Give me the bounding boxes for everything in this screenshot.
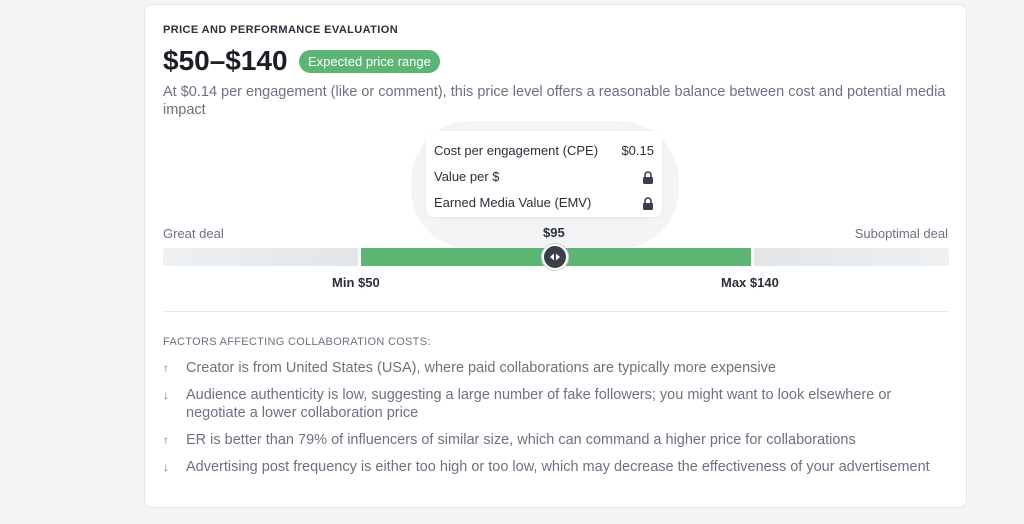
scale-right-label: Suboptimal deal bbox=[854, 226, 948, 241]
arrow-down-icon: ↓ bbox=[163, 388, 169, 402]
metric-row-value-per-dollar[interactable]: Value per $ bbox=[434, 169, 654, 187]
price-range: $50–$140 bbox=[163, 45, 288, 76]
metric-value: $0.15 bbox=[621, 143, 654, 158]
arrow-up-icon: ↑ bbox=[163, 433, 169, 447]
metric-label: Value per $ bbox=[434, 169, 500, 184]
divider bbox=[163, 311, 948, 312]
current-price-label: $95 bbox=[543, 225, 565, 240]
price-description: At $0.14 per engagement (like or comment… bbox=[163, 84, 946, 118]
slider-handle-icon[interactable] bbox=[542, 244, 568, 270]
left-right-arrows-icon bbox=[550, 253, 560, 261]
scale-left-label: Great deal bbox=[163, 226, 224, 241]
factor-text: Audience authenticity is low, suggesting… bbox=[186, 387, 892, 421]
expected-price-badge: Expected price range bbox=[299, 50, 440, 73]
scale-bar-low bbox=[163, 248, 358, 266]
max-price-label: Max $140 bbox=[721, 275, 779, 290]
arrow-down-icon: ↓ bbox=[163, 460, 169, 474]
scale-bar-high bbox=[754, 248, 949, 266]
arrow-up-icon: ↑ bbox=[163, 361, 169, 375]
factors-title: FACTORS AFFECTING COLLABORATION COSTS: bbox=[163, 336, 431, 348]
metrics-popover: Cost per engagement (CPE) $0.15 Value pe… bbox=[426, 131, 662, 217]
lock-icon bbox=[643, 171, 653, 184]
metric-row-cpe: Cost per engagement (CPE) $0.15 bbox=[434, 143, 654, 161]
metric-label: Earned Media Value (EMV) bbox=[434, 195, 592, 210]
price-evaluation-card: PRICE AND PERFORMANCE EVALUATION $50–$14… bbox=[144, 4, 967, 508]
metric-row-emv[interactable]: Earned Media Value (EMV) bbox=[434, 195, 654, 213]
section-title: PRICE AND PERFORMANCE EVALUATION bbox=[163, 24, 399, 36]
lock-icon bbox=[643, 197, 653, 210]
factor-text: ER is better than 79% of influencers of … bbox=[186, 432, 856, 448]
factor-text: Creator is from United States (USA), whe… bbox=[186, 360, 776, 376]
metric-label: Cost per engagement (CPE) bbox=[434, 143, 599, 158]
min-price-label: Min $50 bbox=[332, 275, 380, 290]
factor-text: Advertising post frequency is either too… bbox=[186, 459, 930, 475]
